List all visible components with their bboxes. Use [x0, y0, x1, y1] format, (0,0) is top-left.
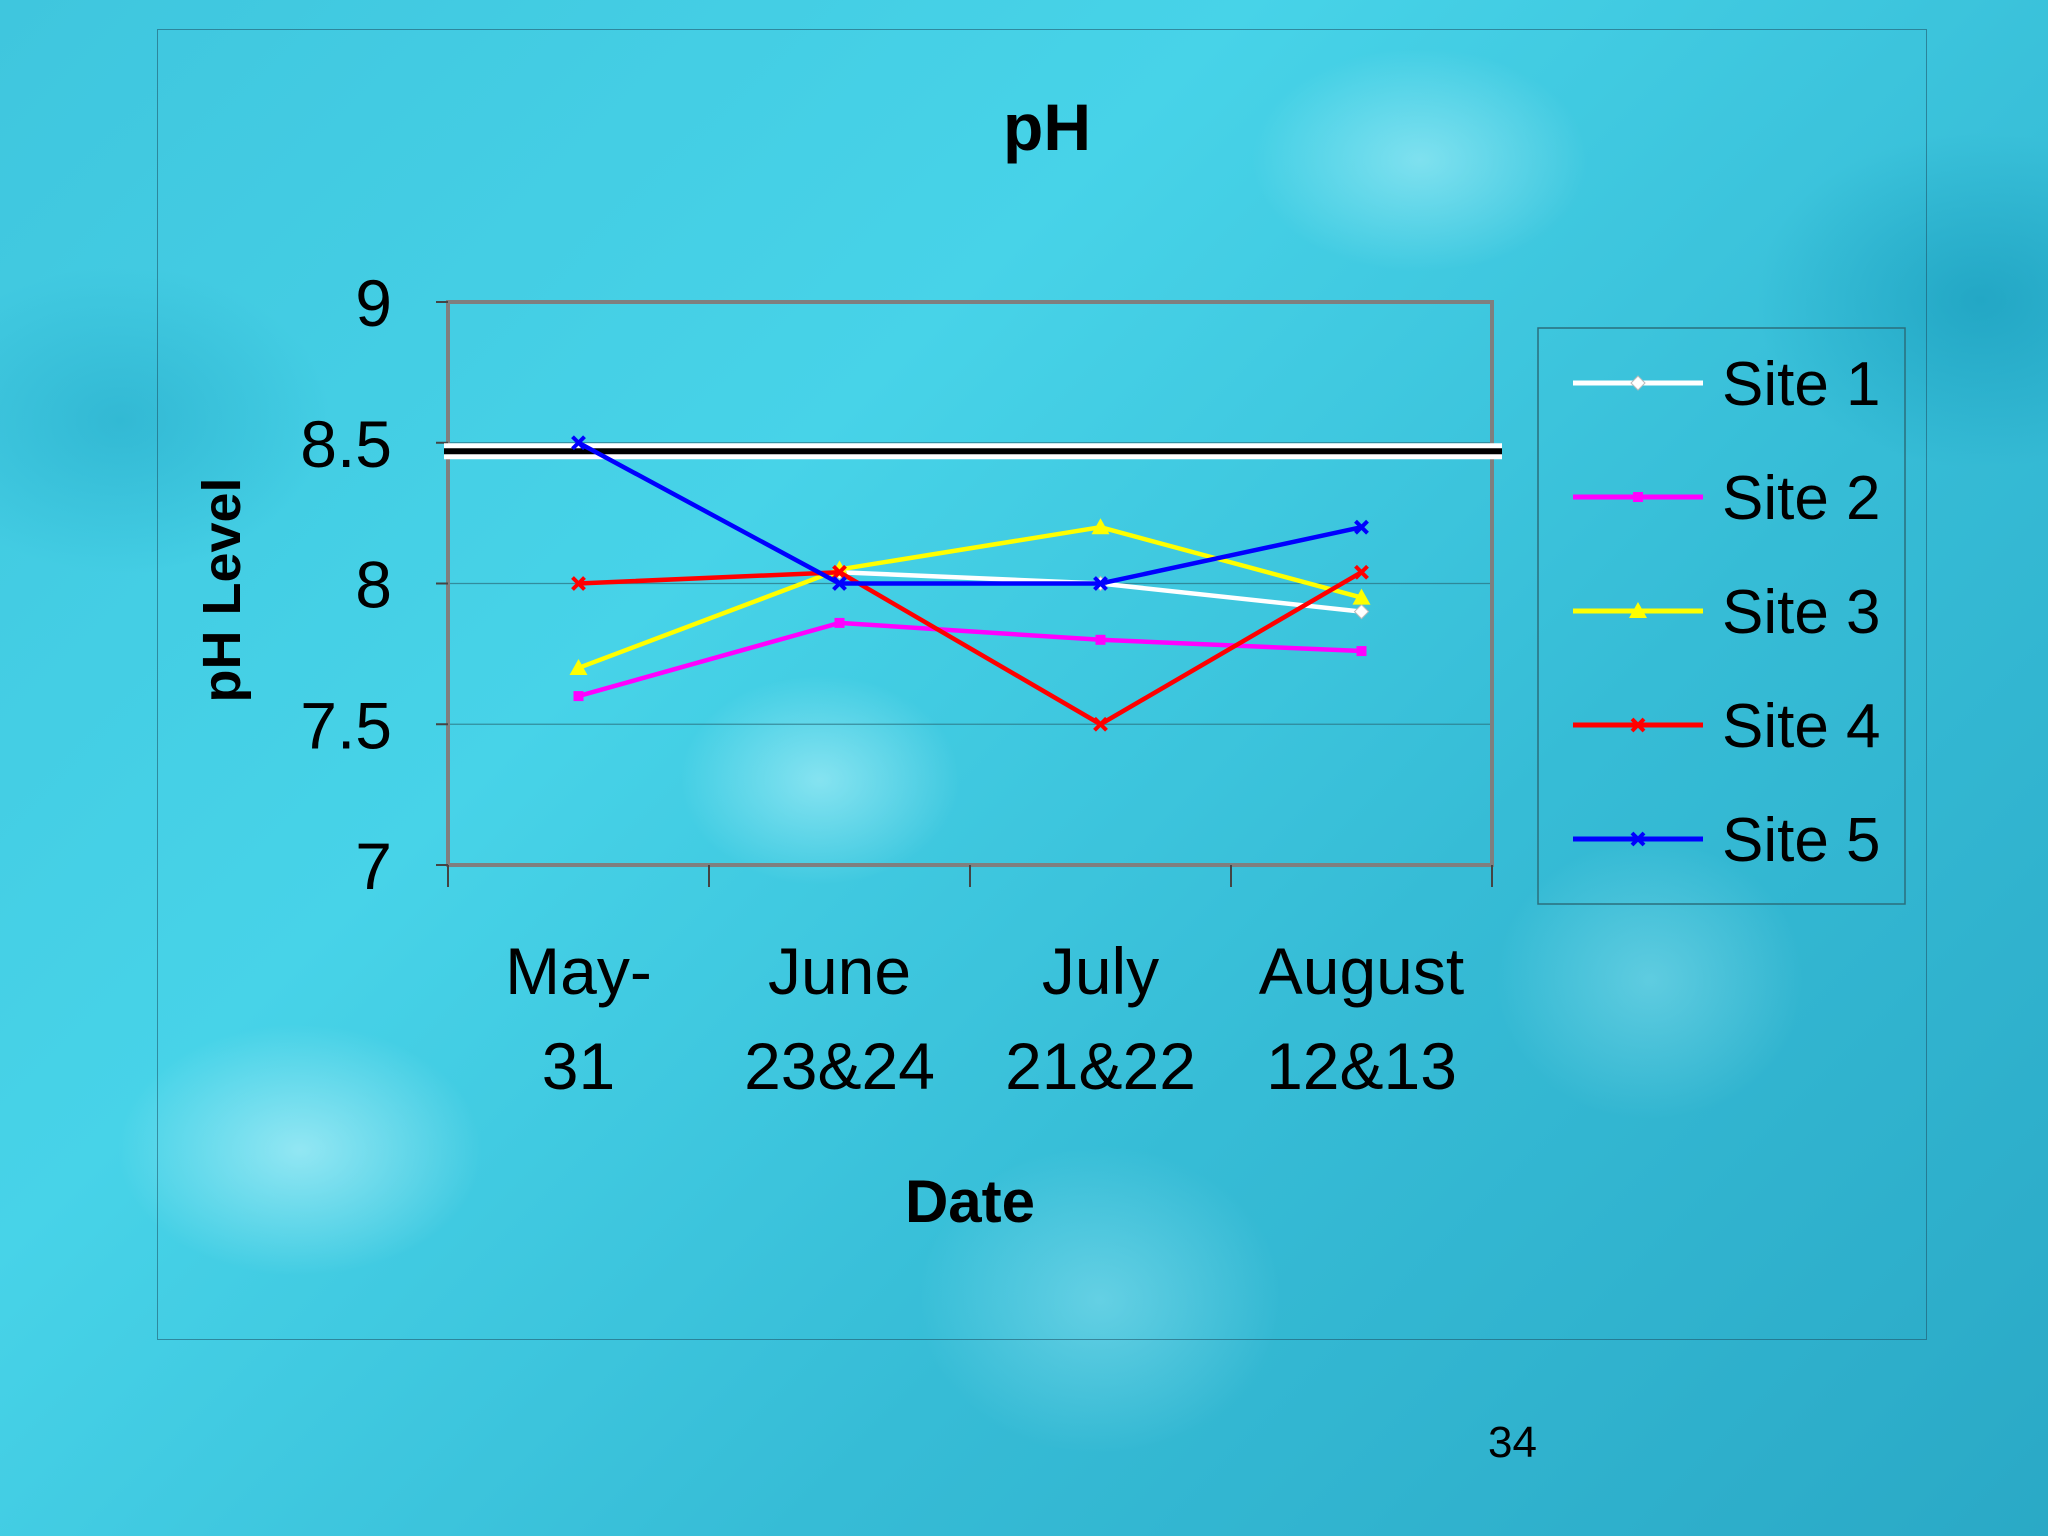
data-point-site-2: [1095, 634, 1106, 645]
data-point-site-3: [569, 658, 588, 675]
data-point-site-5: [1093, 576, 1108, 591]
x-tick-label: May-: [505, 934, 652, 1008]
data-point-site-3: [1352, 588, 1371, 605]
data-point-site-2: [573, 691, 584, 702]
series-line-site-4: [578, 569, 1363, 727]
data-point-site-4: [832, 564, 847, 580]
x-axis-label: Date: [905, 1168, 1035, 1235]
x-tick-label: 21&22: [1005, 1029, 1196, 1103]
y-tick-label: 7.5: [300, 688, 392, 762]
legend-label-site-4: Site 4: [1722, 692, 1881, 761]
legend-label-site-1: Site 1: [1722, 350, 1881, 419]
data-point-site-5: [571, 435, 586, 451]
legend-marker-site-1: [1630, 375, 1646, 391]
x-tick-label: August: [1259, 934, 1464, 1008]
chart-title: pH: [1003, 90, 1091, 164]
data-point-site-2: [834, 617, 845, 628]
data-point-site-5: [1354, 519, 1369, 535]
series-line-site-5: [577, 440, 1362, 586]
legend-label-site-2: Site 2: [1722, 464, 1881, 533]
legend-marker-site-2: [1633, 492, 1643, 502]
y-axis-label: pH Level: [192, 477, 252, 702]
chart-frame: [157, 29, 1927, 1340]
data-point-site-4: [1354, 564, 1369, 580]
x-tick-label: 12&13: [1266, 1029, 1457, 1103]
data-point-site-1: [1353, 603, 1370, 620]
data-point-site-2: [1356, 646, 1367, 657]
data-point-site-3: [1091, 518, 1110, 535]
legend-marker-site-3: [1629, 602, 1647, 618]
x-tick-label: 31: [542, 1029, 615, 1103]
series-line-site-2: [577, 620, 1362, 699]
data-point-site-4: [1093, 716, 1108, 732]
legend-label-site-3: Site 3: [1722, 578, 1881, 647]
legend-label-site-5: Site 5: [1722, 806, 1881, 875]
page-number: 34: [1488, 1418, 1537, 1467]
legend-marker-site-5: [1630, 831, 1646, 847]
data-point-site-4: [571, 576, 586, 591]
x-tick-label: 23&24: [744, 1029, 935, 1103]
y-tick-label: 9: [355, 266, 392, 340]
x-tick-label: July: [1042, 934, 1159, 1008]
y-tick-label: 8.5: [300, 407, 392, 481]
y-tick-label: 7: [355, 829, 392, 903]
data-point-site-5: [832, 576, 847, 591]
legend-box: [1537, 327, 1906, 905]
x-tick-label: June: [768, 934, 911, 1008]
legend-marker-site-4: [1630, 717, 1646, 733]
y-tick-label: 8: [355, 548, 392, 622]
series-line-site-3: [577, 524, 1363, 671]
